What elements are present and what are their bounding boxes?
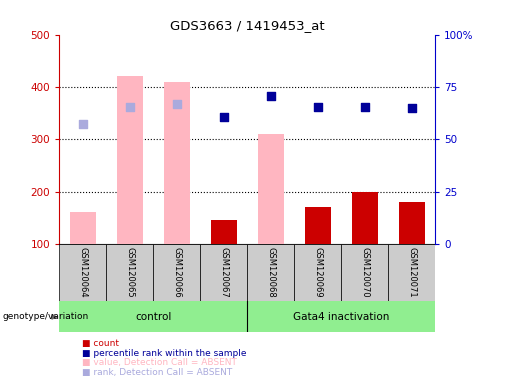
Text: GSM120065: GSM120065 (125, 247, 134, 298)
Bar (341, 244, 388, 301)
Point (173, 101, 181, 107)
Point (79, 121, 87, 127)
Text: GSM120068: GSM120068 (266, 247, 275, 298)
Bar (305, 207, 331, 244)
Text: GSM120069: GSM120069 (313, 247, 322, 298)
Bar (399, 202, 424, 244)
Bar (211, 220, 236, 244)
Text: GSM120070: GSM120070 (360, 247, 369, 298)
Text: GSM120067: GSM120067 (219, 247, 228, 298)
Title: GDS3663 / 1419453_at: GDS3663 / 1419453_at (170, 19, 324, 32)
Bar (59, 301, 247, 332)
Bar (106, 244, 153, 301)
Bar (294, 244, 341, 301)
Text: ■ count: ■ count (82, 339, 119, 348)
Point (126, 104, 134, 110)
Bar (153, 244, 200, 301)
Text: control: control (135, 312, 171, 322)
Text: GSM120071: GSM120071 (407, 247, 416, 298)
Bar (117, 76, 143, 244)
Text: ■ rank, Detection Call = ABSENT: ■ rank, Detection Call = ABSENT (82, 368, 233, 377)
Bar (59, 244, 106, 301)
Point (219, 114, 228, 120)
Text: GSM120066: GSM120066 (172, 247, 181, 298)
Text: GSM120064: GSM120064 (78, 247, 87, 298)
Bar (200, 244, 247, 301)
Bar (70, 212, 96, 244)
Text: Gata4 inactivation: Gata4 inactivation (293, 312, 389, 322)
Point (360, 104, 369, 110)
Text: ■ percentile rank within the sample: ■ percentile rank within the sample (82, 349, 247, 358)
Bar (258, 134, 284, 244)
Bar (247, 301, 435, 332)
Text: ■ value, Detection Call = ABSENT: ■ value, Detection Call = ABSENT (82, 358, 237, 367)
Bar (388, 244, 435, 301)
Point (267, 93, 275, 99)
Text: genotype/variation: genotype/variation (3, 312, 89, 321)
Bar (247, 244, 294, 301)
Point (314, 104, 322, 110)
Bar (164, 82, 190, 244)
Point (407, 105, 416, 111)
Bar (352, 192, 377, 244)
